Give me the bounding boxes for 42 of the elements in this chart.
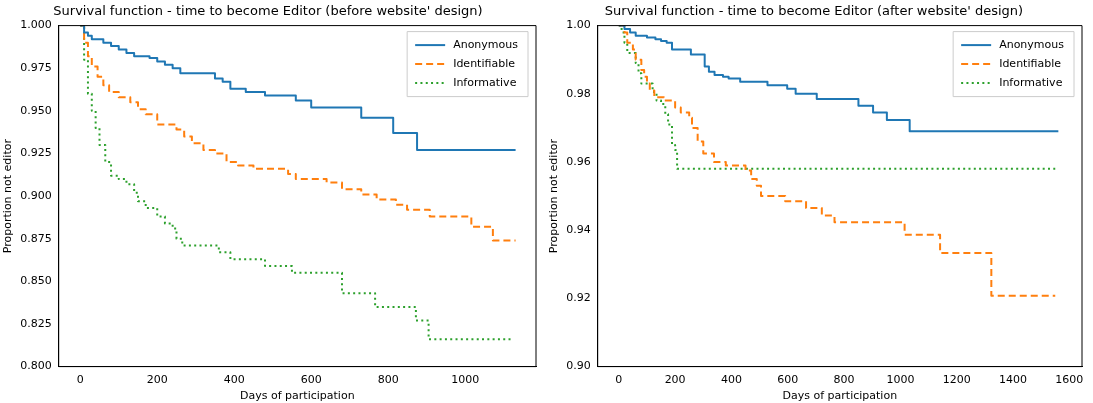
x-tick-label: 1200 (942, 373, 971, 387)
x-axis-title: Days of participation (240, 389, 355, 403)
y-axis-title: Proportion not editor (547, 138, 561, 254)
y-tick-label: 0.850 (20, 274, 52, 288)
legend-label: Identifiable (453, 56, 516, 70)
chart-title: Survival function - time to become Editor (before website' design) (53, 3, 483, 19)
y-tick-label: 0.900 (20, 188, 52, 202)
x-tick-label: 600 (300, 373, 322, 387)
legend-label: Informative (453, 75, 517, 89)
x-tick-label: 800 (377, 373, 399, 387)
x-tick-label: 200 (146, 373, 168, 387)
x-tick-label: 1000 (451, 373, 480, 387)
x-axis-title: Days of participation (782, 389, 898, 403)
y-tick-label: 0.96 (566, 154, 591, 168)
x-tick-label: 1000 (886, 373, 915, 387)
y-tick-label: 0.90 (566, 359, 591, 373)
x-tick-label: 1400 (999, 373, 1028, 387)
y-tick-label: 0.925 (20, 146, 52, 160)
x-tick-label: 600 (777, 373, 799, 387)
legend-label: Informative (999, 75, 1063, 89)
x-tick-label: 400 (720, 373, 742, 387)
chart-title: Survival function - time to become Editor (after website' design) (604, 3, 1024, 19)
x-tick-label: 800 (833, 373, 855, 387)
y-tick-label: 0.950 (20, 103, 52, 117)
y-axis-title: Proportion not editor (1, 138, 15, 254)
y-tick-label: 0.825 (20, 316, 52, 330)
x-tick-label: 400 (223, 373, 245, 387)
y-tick-label: 0.98 (566, 86, 591, 100)
y-tick-label: 0.92 (566, 291, 591, 305)
y-tick-label: 0.875 (20, 231, 52, 245)
x-tick-label: 0 (76, 373, 84, 387)
legend-label: Anonymous (999, 37, 1065, 51)
y-tick-label: 1.00 (566, 18, 591, 32)
legend-label: Anonymous (453, 37, 519, 51)
y-tick-label: 0.800 (20, 359, 52, 373)
y-tick-label: 1.000 (20, 18, 52, 32)
x-tick-label: 0 (615, 373, 623, 387)
legend-label: Identifiable (999, 56, 1062, 70)
x-tick-label: 1600 (1055, 373, 1084, 387)
y-tick-label: 0.975 (20, 61, 52, 75)
x-tick-label: 200 (664, 373, 686, 387)
y-tick-label: 0.94 (566, 223, 591, 237)
